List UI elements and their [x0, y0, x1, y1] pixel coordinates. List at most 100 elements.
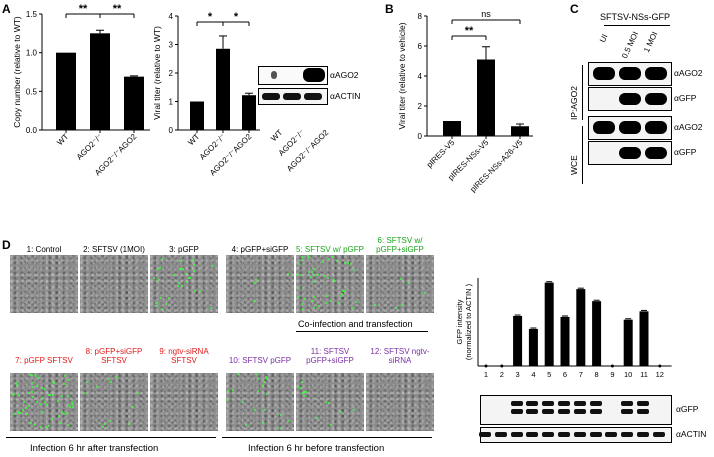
gfp-cell — [44, 388, 47, 391]
sig-label: ** — [465, 25, 474, 37]
blot-c-wce-gfp — [588, 141, 672, 165]
gfp-cell — [306, 257, 309, 260]
bar — [190, 101, 204, 130]
gfp-cell — [66, 424, 69, 427]
blot-c-wce-ago2-label: αAGO2 — [674, 122, 703, 132]
microscopy-grid: 1: Control 2: SFTSV (1MOI) 3: pGFP 4: pGFP+… — [10, 236, 434, 431]
gfp-cell — [193, 263, 195, 266]
gfp-cell — [24, 406, 27, 409]
microscopy-image — [226, 373, 294, 431]
gfp-cell — [324, 294, 327, 297]
gfp-cell — [178, 282, 181, 285]
image-label: 2: SFTSV (1MOI) — [83, 245, 145, 254]
gfp-cell — [181, 267, 184, 270]
gfp-cell — [12, 394, 15, 396]
bar — [592, 301, 602, 366]
blot-d-gfp — [480, 395, 672, 425]
x-tick-label: 9 — [610, 370, 614, 379]
gfp-cell — [350, 307, 353, 310]
gfp-cell — [34, 374, 37, 377]
gfp-cell — [31, 374, 34, 377]
sig-label: ** — [113, 3, 122, 15]
gfp-cell — [302, 395, 305, 398]
y-axis-label: Viral titer (relative to vehicle) — [397, 22, 407, 129]
gfp-cell — [264, 380, 267, 383]
x-tick-label: 10 — [624, 370, 632, 379]
gfp-cell — [161, 257, 164, 260]
actin-band — [589, 432, 602, 437]
gfp-band — [526, 401, 539, 406]
gfp-cell — [327, 257, 330, 260]
y-tick-label: 2 — [169, 69, 174, 78]
bar — [511, 126, 529, 136]
gfp-cell — [71, 400, 74, 403]
bar-zero — [484, 364, 488, 368]
gfp-cell — [62, 413, 65, 416]
gfp-cell — [109, 381, 112, 384]
gfp-cell — [346, 262, 349, 265]
gfp-cell — [192, 259, 195, 262]
gfp-cell — [343, 289, 346, 292]
gfp-band — [542, 401, 555, 406]
gfp-cell — [315, 417, 318, 420]
image-label: 12: SFTSV ngtv-siRNA — [370, 347, 430, 365]
gfp-cell — [307, 271, 310, 274]
gfp-band — [526, 409, 539, 414]
gfp-cell — [254, 278, 257, 281]
gfp-cell — [178, 259, 181, 262]
caption-coinfection: Co-infection and transfection — [298, 319, 413, 329]
gfp-cell — [193, 289, 196, 292]
bar — [623, 319, 633, 366]
gfp-cell — [108, 377, 111, 380]
gfp-cell — [299, 386, 302, 389]
image-label: 9: ngtv-siRNA SFTSV — [159, 347, 209, 365]
y-tick-label: 1.5 — [26, 10, 38, 19]
gfp-cell — [266, 393, 269, 395]
x-tick-label: 7 — [579, 370, 583, 379]
gfp-cell — [399, 277, 402, 280]
gfp-cell — [256, 389, 259, 392]
gfp-cell — [257, 378, 260, 381]
gfp-cell — [108, 419, 111, 422]
gfp-cell — [192, 270, 195, 273]
image-label: 10: SFTSV pGFP — [228, 356, 292, 365]
gfp-cell — [67, 378, 70, 381]
y-tick-label: 0 — [418, 132, 423, 141]
gfp-cell — [66, 411, 69, 414]
gfp-band — [637, 401, 649, 406]
gfp-cell — [15, 381, 18, 384]
gfp-cell — [296, 274, 299, 277]
chart-copy-number: 0.0 0.5 1.0 1.5 Copy number (relative to WT)… — [12, 3, 150, 177]
gfp-cell — [339, 294, 342, 297]
bar — [528, 328, 538, 366]
gfp-cell — [279, 426, 282, 429]
gfp-cell — [313, 296, 316, 299]
image-label: 1: Control — [26, 245, 62, 254]
y-axis-label-line1: GFP intensity — [455, 299, 464, 344]
gfp-band — [573, 409, 586, 414]
gfp-cell — [34, 424, 37, 427]
gfp-cell — [326, 277, 329, 280]
gfp-cell — [341, 289, 344, 292]
microscopy-image — [10, 373, 78, 431]
gfp-cell — [39, 426, 42, 429]
blot-c-ip-ago2 — [588, 62, 672, 86]
gfp-cell — [18, 412, 21, 415]
blot-c-group-ip: IP:AGO2 — [569, 85, 579, 120]
gfp-cell — [343, 262, 346, 265]
gfp-cell — [83, 391, 86, 394]
gfp-band — [573, 401, 586, 406]
gfp-cell — [128, 422, 131, 425]
gfp-cell — [85, 380, 88, 383]
microscopy-image — [296, 373, 364, 431]
blot-d-gfp-label: αGFP — [676, 404, 699, 414]
gfp-cell — [18, 411, 21, 414]
gfp-cell — [245, 424, 248, 427]
y-tick-label: 0.0 — [26, 126, 38, 135]
gfp-cell — [301, 258, 304, 261]
gfp-cell — [41, 386, 44, 389]
gfp-cell — [104, 422, 107, 425]
gfp-cell — [303, 390, 306, 393]
sig-label: * — [234, 11, 239, 23]
